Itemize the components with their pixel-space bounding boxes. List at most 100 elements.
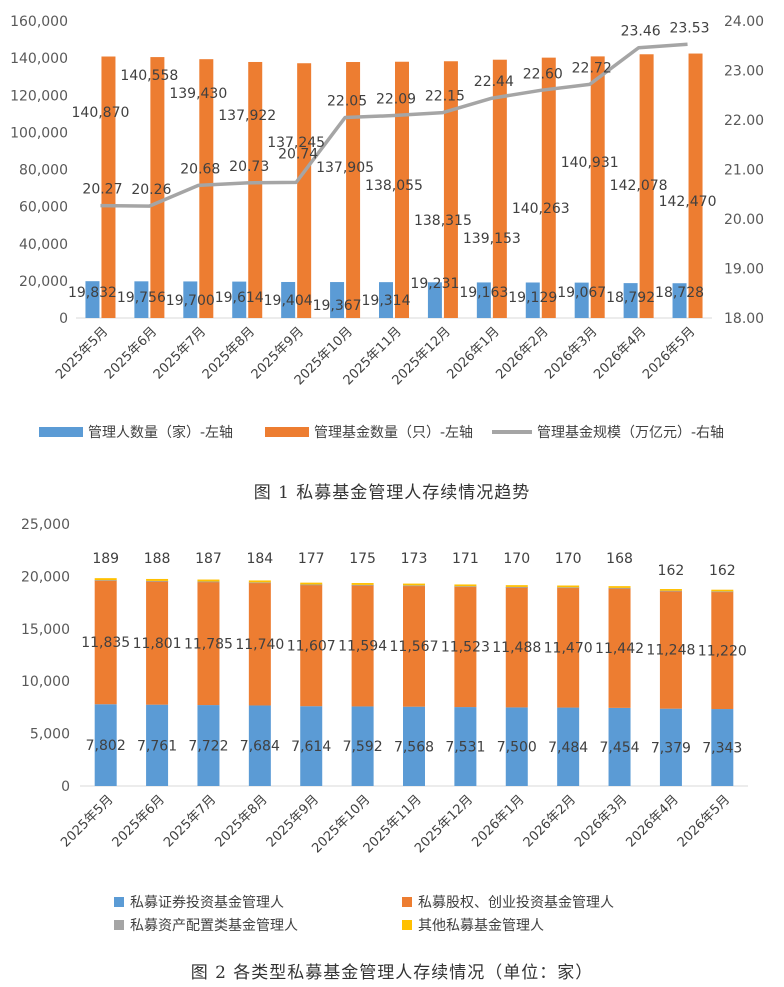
equity-vc-manager-label: 11,835 — [81, 635, 130, 651]
left-axis-tick-label: 60,000 — [19, 200, 68, 216]
fund-count-label: 142,078 — [610, 178, 668, 194]
fund-scale-label: 20.73 — [229, 159, 269, 175]
manager-count-bar — [183, 281, 198, 318]
securities-manager-label: 7,592 — [343, 739, 383, 755]
manager-count-bar — [85, 281, 100, 318]
asset-allocation-manager-bar — [403, 585, 425, 587]
fund-count-label: 137,922 — [218, 108, 276, 124]
manager-count-label: 19,367 — [313, 298, 362, 314]
fund-scale-label: 20.68 — [180, 161, 220, 177]
x-axis-category-label: 2025年8月 — [212, 792, 270, 850]
fund-count-label: 138,315 — [414, 213, 472, 229]
other-manager-label: 170 — [555, 551, 582, 567]
asset-allocation-manager-bar — [146, 580, 169, 582]
right-axis-tick-label: 20.00 — [724, 212, 764, 228]
asset-allocation-manager-bar — [94, 580, 117, 581]
x-axis-category-label: 2025年7月 — [161, 792, 219, 850]
x-axis-category-label: 2026年2月 — [521, 792, 579, 850]
legend-label-other-manager: 其他私募基金管理人 — [418, 917, 544, 934]
fund-scale-label: 20.26 — [131, 182, 171, 198]
other-manager-bar — [659, 589, 682, 591]
equity-vc-manager-bar — [94, 580, 117, 705]
asset-allocation-manager-bar — [300, 584, 323, 586]
other-manager-label: 168 — [606, 551, 633, 567]
fund-count-label: 138,055 — [365, 178, 423, 194]
fund-count-bar — [443, 61, 458, 319]
asset-allocation-manager-bar — [711, 591, 734, 593]
securities-manager-bar — [505, 707, 528, 786]
fund-scale-label: 20.27 — [82, 182, 122, 198]
x-axis-category-label: 2025年5月 — [58, 792, 116, 850]
equity-vc-manager-label: 11,740 — [235, 637, 284, 653]
securities-manager-label: 7,343 — [702, 741, 742, 757]
legend-label-equity-vc-manager: 私募股权、创业投资基金管理人 — [418, 894, 614, 911]
manager-count-bar — [623, 283, 638, 318]
y-axis-tick-label: 25,000 — [21, 517, 70, 533]
fund-count-bar — [101, 56, 116, 318]
securities-manager-bar — [248, 705, 271, 786]
fund-scale-label: 22.60 — [523, 66, 563, 82]
fund-count-bar — [199, 59, 214, 318]
manager-count-bar — [379, 282, 393, 318]
other-manager-bar — [300, 582, 323, 585]
left-axis-tick-label: 140,000 — [10, 51, 68, 67]
fund-count-bar — [688, 53, 703, 318]
y-axis-tick-label: 20,000 — [21, 569, 70, 585]
left-axis-tick-label: 0 — [59, 311, 68, 327]
equity-vc-manager-label: 11,470 — [544, 640, 593, 656]
asset-allocation-manager-bar — [197, 581, 220, 583]
equity-vc-manager-bar — [403, 585, 425, 707]
other-manager-label: 177 — [298, 551, 325, 567]
other-manager-bar — [454, 584, 477, 587]
fund-count-bar — [639, 54, 654, 319]
equity-vc-manager-label: 11,442 — [595, 641, 644, 657]
x-axis-category-label: 2026年5月 — [640, 324, 698, 382]
fund-scale-label: 23.53 — [669, 20, 709, 36]
x-axis-category-label: 2026年4月 — [624, 792, 682, 850]
left-axis-tick-label: 40,000 — [19, 237, 68, 253]
securities-manager-label: 7,500 — [497, 740, 537, 756]
manager-count-label: 19,067 — [557, 285, 606, 301]
y-axis-tick-label: 10,000 — [21, 674, 70, 690]
other-manager-bar — [608, 586, 631, 588]
fund-count-label: 139,430 — [169, 86, 227, 102]
other-manager-label: 188 — [144, 551, 171, 567]
manager-count-bar — [134, 281, 149, 318]
legend-label-manager-count: 管理人数量（家）-左轴 — [88, 424, 233, 441]
left-axis-tick-label: 20,000 — [19, 274, 68, 290]
other-manager-label: 162 — [709, 563, 736, 579]
manager-count-bar — [476, 282, 491, 318]
fund-count-label: 139,153 — [463, 231, 521, 247]
right-axis-tick-label: 21.00 — [724, 163, 764, 179]
manager-count-bar — [427, 282, 442, 318]
chart-manager-types: 0 5,000 10,000 15,000 20,000 25,000 7,802 11,83… — [21, 517, 748, 934]
securities-manager-label: 7,484 — [548, 740, 588, 756]
y-axis-tick-label: 0 — [61, 779, 70, 795]
securities-manager-bar — [454, 707, 477, 786]
equity-vc-manager-bar — [146, 580, 169, 705]
other-manager-label: 175 — [349, 551, 376, 567]
securities-manager-bar — [300, 706, 323, 786]
equity-vc-manager-bar — [711, 591, 734, 710]
manager-count-label: 18,728 — [655, 285, 704, 301]
other-manager-bar — [711, 589, 734, 592]
asset-allocation-manager-bar — [557, 587, 580, 589]
asset-allocation-manager-bar — [608, 587, 631, 589]
fund-count-bar — [297, 63, 312, 318]
right-axis-tick-label: 23.00 — [724, 64, 764, 80]
equity-vc-manager-label: 11,523 — [441, 640, 490, 656]
manager-count-bar — [672, 283, 687, 318]
left-axis-tick-label: 120,000 — [10, 88, 68, 104]
fund-count-bar — [590, 56, 605, 319]
manager-count-label: 19,231 — [410, 276, 459, 292]
other-manager-bar — [557, 585, 580, 588]
securities-manager-label: 7,454 — [599, 740, 639, 756]
x-axis-category-label: 2026年1月 — [469, 792, 527, 850]
other-manager-bar — [351, 583, 374, 585]
other-manager-label: 184 — [246, 551, 273, 567]
other-manager-bar — [505, 585, 528, 587]
fund-count-label: 137,905 — [316, 160, 374, 176]
manager-count-bar — [574, 282, 589, 318]
y-axis-tick-label: 5,000 — [30, 727, 70, 743]
legend-swatch-securities-manager — [114, 897, 124, 907]
